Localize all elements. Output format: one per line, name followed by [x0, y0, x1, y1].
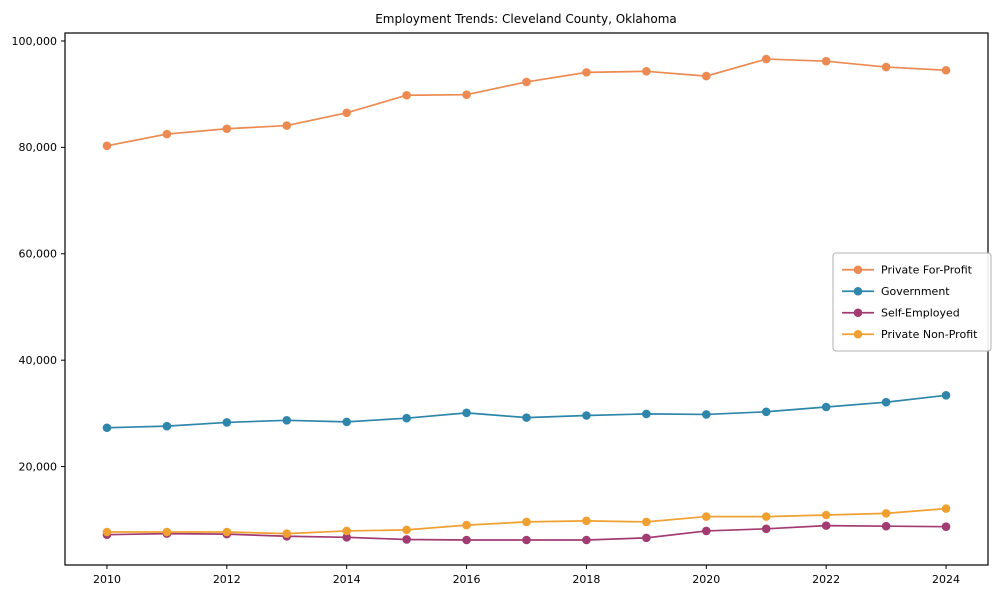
data-point-private-for-profit — [941, 65, 951, 75]
data-point-government — [642, 409, 651, 419]
data-point-self-employed — [582, 535, 591, 545]
x-tick-label: 2020 — [692, 573, 720, 586]
data-point-government — [222, 418, 232, 427]
data-point-private-for-profit — [102, 141, 112, 151]
legend-marker — [853, 265, 863, 275]
data-point-private-non-profit — [222, 527, 232, 537]
data-point-private-for-profit — [342, 108, 351, 118]
data-point-private-for-profit — [821, 56, 831, 66]
data-point-private-for-profit — [582, 68, 591, 77]
data-point-private-non-profit — [282, 529, 292, 538]
data-point-government — [702, 410, 711, 419]
x-tick-label: 2014 — [333, 573, 361, 586]
y-tick-label: 20,000 — [19, 460, 58, 473]
data-point-private-non-profit — [102, 527, 112, 537]
data-point-private-for-profit — [282, 121, 292, 130]
data-point-self-employed — [522, 535, 531, 545]
data-point-government — [402, 413, 411, 423]
legend-marker — [853, 329, 863, 339]
data-point-government — [102, 423, 112, 433]
y-tick-label: 40,000 — [19, 354, 58, 367]
y-tick-label: 100,000 — [12, 35, 58, 48]
x-tick-label: 2012 — [213, 573, 241, 586]
data-point-self-employed — [342, 533, 351, 542]
data-point-government — [162, 421, 172, 431]
data-point-self-employed — [941, 522, 951, 531]
data-point-private-for-profit — [642, 67, 651, 76]
data-point-private-non-profit — [821, 510, 831, 520]
data-point-self-employed — [402, 535, 411, 544]
data-point-private-non-profit — [402, 525, 411, 535]
data-point-government — [342, 417, 351, 427]
legend-marker — [853, 308, 863, 318]
data-point-private-for-profit — [162, 129, 172, 139]
x-tick-label: 2024 — [932, 573, 960, 586]
chart-title: Employment Trends: Cleveland County, Okl… — [375, 12, 677, 26]
y-tick-label: 80,000 — [19, 141, 58, 154]
data-point-government — [941, 390, 951, 400]
y-tick-label: 60,000 — [19, 248, 58, 261]
data-point-private-for-profit — [402, 90, 411, 100]
data-point-self-employed — [761, 524, 771, 534]
data-point-private-non-profit — [761, 512, 771, 521]
data-point-government — [522, 413, 531, 422]
x-tick-label: 2022 — [812, 573, 840, 586]
series-line-government — [106, 394, 947, 429]
plot-area: 20,000 40,000 60,000 80,000 100,000 2010 2012 2… — [12, 32, 992, 586]
data-point-government — [881, 397, 891, 407]
legend-label: Government — [881, 285, 950, 298]
legend-label: Private Non-Profit — [881, 328, 978, 341]
data-point-private-for-profit — [761, 54, 771, 64]
data-point-private-non-profit — [582, 516, 591, 526]
x-tick-label: 2010 — [93, 573, 121, 586]
data-point-government — [821, 402, 831, 412]
data-point-private-non-profit — [342, 526, 351, 536]
data-point-private-for-profit — [222, 124, 232, 134]
x-tick-label: 2016 — [453, 573, 481, 586]
data-point-self-employed — [642, 533, 651, 543]
legend-marker — [853, 286, 863, 296]
data-point-self-employed — [702, 526, 711, 536]
data-point-government — [761, 407, 771, 417]
legend-label: Private For-Profit — [881, 264, 973, 277]
data-point-government — [282, 415, 292, 425]
data-point-private-for-profit — [702, 71, 711, 81]
legend-label: Self-Employed — [881, 307, 960, 320]
data-point-government — [462, 408, 471, 418]
data-point-private-non-profit — [941, 504, 951, 513]
data-point-private-for-profit — [462, 90, 471, 100]
data-point-government — [582, 411, 591, 420]
data-point-private-non-profit — [522, 517, 531, 527]
data-point-private-for-profit — [881, 62, 891, 72]
data-point-self-employed — [821, 521, 831, 530]
series-line-private-for-profit — [106, 58, 947, 147]
data-point-private-for-profit — [522, 77, 531, 87]
data-point-private-non-profit — [162, 527, 172, 537]
data-point-private-non-profit — [881, 509, 891, 518]
legend-box — [832, 252, 992, 352]
data-point-private-non-profit — [642, 517, 651, 527]
data-point-private-non-profit — [462, 520, 471, 530]
data-point-private-non-profit — [702, 512, 711, 521]
x-tick-label: 2018 — [572, 573, 600, 586]
data-point-self-employed — [881, 521, 891, 531]
data-point-self-employed — [462, 535, 471, 545]
